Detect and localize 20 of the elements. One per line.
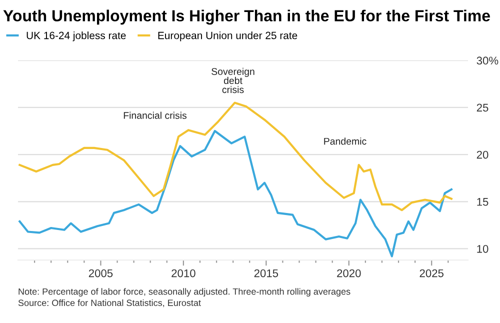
y-tick-label: 30%	[476, 56, 498, 65]
x-tick-label: 2020	[337, 269, 361, 278]
x-tick-label: 2005	[88, 269, 113, 278]
y-tick-label: 15	[477, 198, 488, 206]
y-tick-label: 20	[476, 150, 488, 159]
y-tick-label: 10	[477, 244, 488, 253]
annotation: Sovereign debt crisis	[212, 68, 254, 94]
x-tick-label: 2015	[254, 269, 278, 278]
text: Note: Percentage of labor force, seasonally adjusted. Three-month rolling averages	[18, 288, 350, 297]
annotation: Financial crisis	[124, 112, 187, 119]
x-tick-label: 2025	[420, 269, 444, 278]
x-tick-label: 2010	[172, 269, 196, 278]
annotation: Pandemic	[324, 138, 366, 145]
line-series	[18, 130, 452, 258]
y-tick-label: 25	[476, 104, 488, 112]
chart-title: Youth Unemployment Is Higher Than in the EU for the First Time	[3, 10, 490, 25]
legend-label: UK 16-24 jobless rate	[26, 32, 126, 42]
line-series	[18, 102, 452, 212]
source-note: Source: Office for National Statistics, Eurostat	[18, 299, 201, 308]
legend-label: European Union under 25 rate	[158, 32, 298, 42]
